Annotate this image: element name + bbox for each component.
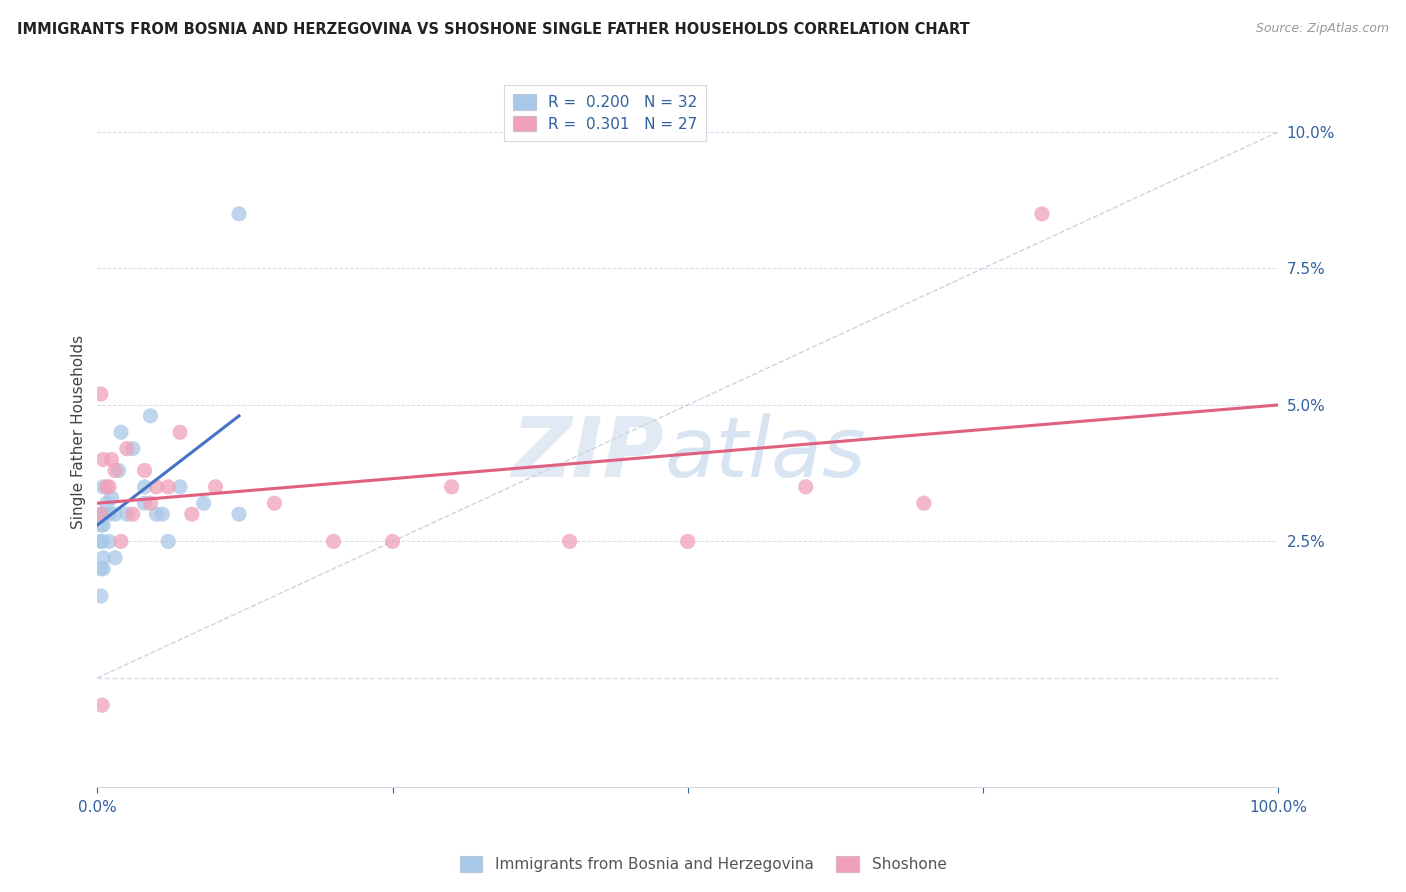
Point — [145, 507, 167, 521]
Point — [228, 207, 250, 221]
Point — [134, 463, 156, 477]
Point — [121, 507, 143, 521]
Point — [145, 480, 167, 494]
Point — [794, 480, 817, 494]
Point — [91, 534, 114, 549]
Text: atlas: atlas — [664, 413, 866, 494]
Point — [115, 442, 138, 456]
Point — [90, 589, 112, 603]
Point — [558, 534, 581, 549]
Point — [263, 496, 285, 510]
Text: IMMIGRANTS FROM BOSNIA AND HERZEGOVINA VS SHOSHONE SINGLE FATHER HOUSEHOLDS CORR: IMMIGRANTS FROM BOSNIA AND HERZEGOVINA V… — [17, 22, 970, 37]
Point — [169, 480, 191, 494]
Point — [157, 480, 180, 494]
Point — [440, 480, 463, 494]
Point — [104, 550, 127, 565]
Point — [91, 518, 114, 533]
Point — [121, 442, 143, 456]
Point — [110, 425, 132, 440]
Point — [322, 534, 344, 549]
Text: Source: ZipAtlas.com: Source: ZipAtlas.com — [1256, 22, 1389, 36]
Point — [91, 480, 114, 494]
Point — [107, 463, 129, 477]
Point — [193, 496, 215, 510]
Point — [91, 507, 114, 521]
Point — [90, 387, 112, 401]
Point — [96, 480, 118, 494]
Point — [98, 507, 121, 521]
Point — [180, 507, 202, 521]
Point — [150, 507, 173, 521]
Point — [204, 480, 226, 494]
Point — [90, 534, 112, 549]
Point — [98, 534, 121, 549]
Point — [100, 452, 122, 467]
Point — [100, 491, 122, 505]
Text: ZIP: ZIP — [512, 413, 664, 494]
Point — [110, 534, 132, 549]
Point — [381, 534, 404, 549]
Point — [90, 507, 112, 521]
Point — [90, 518, 112, 533]
Point — [157, 534, 180, 549]
Point — [104, 463, 127, 477]
Point — [134, 480, 156, 494]
Point — [228, 507, 250, 521]
Point — [115, 507, 138, 521]
Legend: R =  0.200   N = 32, R =  0.301   N = 27: R = 0.200 N = 32, R = 0.301 N = 27 — [503, 85, 706, 141]
Point — [169, 425, 191, 440]
Point — [91, 452, 114, 467]
Point — [139, 496, 162, 510]
Point — [98, 480, 121, 494]
Point — [104, 507, 127, 521]
Y-axis label: Single Father Households: Single Father Households — [72, 335, 86, 529]
Point — [139, 409, 162, 423]
Point — [96, 496, 118, 510]
Point — [134, 496, 156, 510]
Point — [91, 698, 114, 713]
Point — [91, 507, 114, 521]
Point — [1031, 207, 1053, 221]
Legend: Immigrants from Bosnia and Herzegovina, Shoshone: Immigrants from Bosnia and Herzegovina, … — [451, 848, 955, 880]
Point — [912, 496, 935, 510]
Point — [90, 562, 112, 576]
Point — [676, 534, 699, 549]
Point — [91, 550, 114, 565]
Point — [90, 507, 112, 521]
Point — [91, 562, 114, 576]
